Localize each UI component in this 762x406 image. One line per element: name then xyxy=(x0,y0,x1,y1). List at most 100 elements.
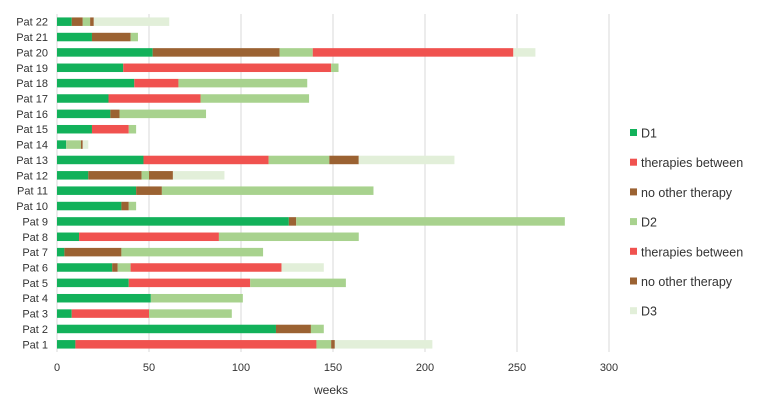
bar-segment xyxy=(161,186,374,195)
bar-segment xyxy=(134,78,179,88)
x-tick-label: 300 xyxy=(600,362,618,374)
bar-segment xyxy=(149,309,232,318)
bar-segment xyxy=(75,340,317,349)
bar-segment xyxy=(88,171,142,180)
bar-segment xyxy=(296,217,565,226)
bar-segment xyxy=(130,263,282,272)
bar-segment xyxy=(358,155,455,165)
bar-segment xyxy=(57,232,80,242)
bar-segment xyxy=(128,124,137,134)
bar-segment xyxy=(312,48,514,57)
bar-segment xyxy=(82,17,91,26)
x-tick-label: 250 xyxy=(508,362,526,374)
legend-swatch xyxy=(630,158,637,166)
bar-segment xyxy=(331,63,339,73)
bar-segment xyxy=(119,109,207,119)
bar-segment xyxy=(121,201,129,211)
legend-label: therapies between xyxy=(641,156,743,170)
bar-segment xyxy=(121,247,264,257)
bar-segment xyxy=(178,78,308,88)
bar-segment xyxy=(57,32,92,42)
bar-segment xyxy=(57,63,124,73)
bar-segment xyxy=(57,278,129,288)
bar-segment xyxy=(334,340,433,349)
bar-segment xyxy=(149,171,173,180)
bars xyxy=(57,17,565,349)
legend-label: no other therapy xyxy=(641,186,733,200)
x-axis-title: weeks xyxy=(313,383,348,397)
bar-segment xyxy=(57,217,289,226)
bar-segment xyxy=(91,32,131,42)
bar-segment xyxy=(152,48,280,57)
bar-segment xyxy=(57,263,113,272)
bar-segment xyxy=(57,186,137,195)
legend: D1 therapies between no other therapy D2 the… xyxy=(630,127,743,319)
bar-segment xyxy=(136,186,162,195)
bar-segment xyxy=(288,217,297,226)
bar-segment xyxy=(268,155,330,165)
bar-segment xyxy=(130,32,138,42)
y-tick-label: Pat 20 xyxy=(16,47,48,59)
bar-segment xyxy=(329,155,359,165)
legend-label: therapies between xyxy=(641,245,743,259)
bar-segment xyxy=(79,232,219,242)
bar-segment xyxy=(513,48,536,57)
legend-swatch xyxy=(630,307,637,315)
y-tick-label: Pat 17 xyxy=(16,94,48,106)
x-tick-label: 0 xyxy=(54,362,60,374)
bar-segment xyxy=(279,48,313,57)
legend-swatch xyxy=(630,129,637,136)
y-tick-label: Pat 18 xyxy=(16,78,48,90)
x-tick-label: 200 xyxy=(416,362,434,374)
bar-segment xyxy=(112,263,118,272)
bar-segment xyxy=(117,263,131,272)
x-tick-label: 100 xyxy=(232,362,250,374)
bar-segment xyxy=(57,78,135,88)
bar-segment xyxy=(128,278,251,288)
bar-segment xyxy=(250,278,346,288)
bar-segment xyxy=(128,201,137,211)
y-tick-label: Pat 13 xyxy=(16,155,48,167)
x-tick-label: 150 xyxy=(324,362,342,374)
bar-segment xyxy=(57,309,72,318)
y-tick-label: Pat 12 xyxy=(16,170,48,182)
y-tick-labels: Pat 1 Pat 2 Pat 3 Pat 4 Pat 5 Pat 6 Pat 7 Pat 8… xyxy=(16,17,48,352)
bar-segment xyxy=(310,324,324,334)
bar-segment xyxy=(57,140,67,149)
x-tick-label: 50 xyxy=(143,362,155,374)
y-tick-label: Pat 22 xyxy=(16,17,48,29)
y-tick-label: Pat 11 xyxy=(17,186,48,198)
bar-segment xyxy=(57,247,65,257)
bar-segment xyxy=(218,232,359,242)
bar-segment xyxy=(57,324,276,334)
bar-segment xyxy=(57,124,92,134)
bar-segment xyxy=(91,124,129,134)
legend-label: D1 xyxy=(641,127,657,141)
x-tick-labels: 0 50 100 150 200 250 300 xyxy=(54,362,618,374)
bar-segment xyxy=(71,17,83,26)
y-tick-label: Pat 5 xyxy=(22,278,48,290)
bar-segment xyxy=(281,263,324,272)
bar-segment xyxy=(57,17,72,26)
legend-swatch xyxy=(630,218,637,226)
bar-segment xyxy=(108,94,201,103)
y-tick-label: Pat 6 xyxy=(22,263,48,275)
y-tick-label: Pat 14 xyxy=(16,140,48,152)
y-tick-label: Pat 1 xyxy=(22,339,48,351)
bar-segment xyxy=(57,201,122,211)
bar-segment xyxy=(331,340,335,349)
legend-label: D2 xyxy=(641,216,657,230)
bar-segment xyxy=(316,340,332,349)
bar-segment xyxy=(57,293,151,303)
legend-label: D3 xyxy=(641,305,657,319)
bar-segment xyxy=(57,48,153,57)
bar-segment xyxy=(141,171,149,180)
bar-segment xyxy=(66,140,81,149)
bar-segment xyxy=(123,63,332,73)
bar-segment xyxy=(110,109,120,119)
bar-segment xyxy=(57,94,109,103)
y-tick-label: Pat 15 xyxy=(16,124,48,136)
y-tick-label: Pat 19 xyxy=(16,63,48,75)
bar-segment xyxy=(143,155,269,165)
